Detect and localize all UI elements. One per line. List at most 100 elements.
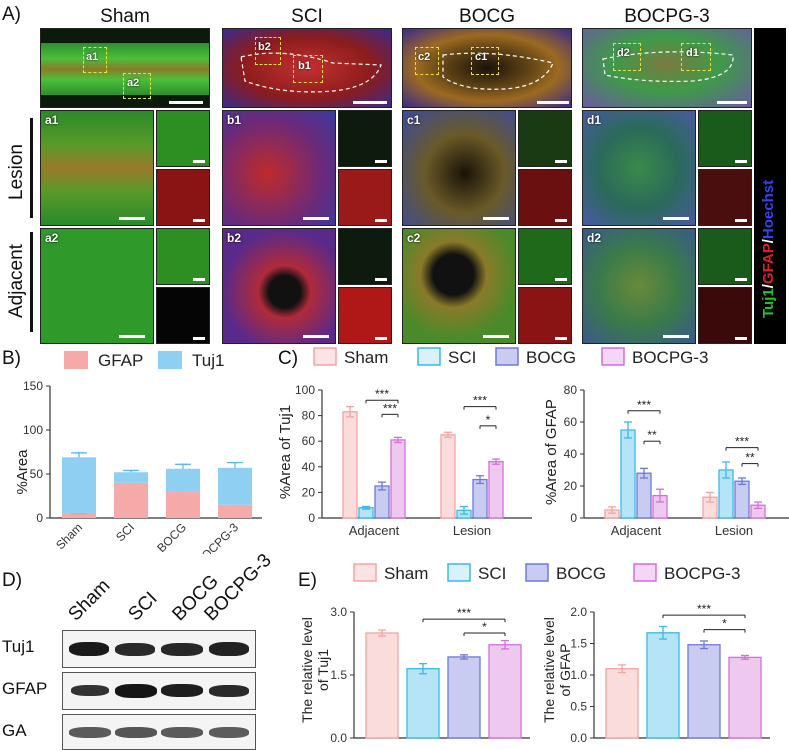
e-legend-label-bocpg3: BOCPG-3 [664, 564, 741, 583]
e-left-sig-label: * [482, 620, 487, 634]
lesion-row-bar [30, 118, 33, 218]
bocpg3-adjacent-red-image [698, 287, 752, 344]
legend-label-bocpg3: BOCPG-3 [632, 348, 709, 367]
panel-b-chart: GFAP Tuj1 %Area 0 50 100 150 Sham SCI BOCG BOCP… [0, 344, 270, 554]
legend-label-bocg: BOCG [526, 348, 576, 367]
c-right-sig-label: *** [637, 398, 651, 412]
b-ytick-label: 150 [23, 379, 43, 393]
e-legend-swatch-sham [354, 564, 376, 581]
panel-e-right-ylabel-line1: The relative level [541, 617, 557, 723]
e-right-ytick-label: 2.0 [570, 605, 587, 619]
sci-adjacent-green-image [338, 228, 392, 285]
e-left-ytick-label: 0.0 [330, 731, 347, 745]
a2-label: a2 [45, 231, 58, 245]
e-legend-swatch-bocpg3 [634, 564, 656, 581]
b-bar-gfap [62, 514, 96, 518]
bocpg3-d2-label: d2 [617, 47, 630, 59]
bocpg3-lesion-merge-image: d1 [582, 110, 696, 226]
c-right-bar-bocg [735, 481, 749, 518]
c-left-bar-sham [441, 435, 455, 518]
blot-gfap [62, 672, 256, 710]
blot-tuj1 [62, 630, 256, 668]
bocg-lesion-merge-image: c1 [402, 110, 516, 226]
e-right-sig-label: * [722, 617, 727, 631]
bocg-lesion-green-image [518, 110, 572, 167]
bocg-adjacent-red-image [518, 287, 572, 344]
legend-label-gfap: GFAP [98, 351, 143, 370]
e-legend-swatch-sci [448, 564, 470, 581]
sci-b1-label: b1 [298, 60, 311, 72]
c-left-bar-sham [343, 412, 357, 518]
e-right-bar-bocg [688, 645, 720, 738]
legend-label-tuj1: Tuj1 [192, 351, 224, 370]
b2-label: b2 [227, 231, 241, 245]
panel-c-left-ylabel: %Area of Tuj1 [277, 405, 294, 499]
c-right-ytick-label: 40 [564, 447, 578, 461]
panel-a-letter: A) [2, 4, 21, 26]
column-header-bocpg3: BOCPG-3 [582, 6, 752, 28]
c1-label: c1 [407, 113, 420, 127]
legend-swatch-sham [314, 348, 336, 365]
e-left-ytick-label: 1.5 [330, 668, 347, 682]
b-bar-gfap [114, 483, 148, 518]
panel-e-right-chart: The relative level of GFAP 0.0 0.5 1.0 1.5 2… [540, 590, 789, 750]
sci-overview-image: b2 b1 [222, 28, 392, 108]
panel-c-legend: Sham SCI BOCG BOCPG-3 [300, 344, 780, 370]
e-right-bar-sham [606, 669, 638, 738]
legend-swatch-tuj1 [158, 351, 182, 369]
sham-lesion-red-image [156, 169, 210, 226]
e-left-bar-bocg [448, 657, 480, 738]
panel-b-ylabel: %Area [14, 449, 31, 495]
b1-label: b1 [227, 113, 241, 127]
e-right-ytick-label: 1.5 [570, 637, 587, 651]
adjacent-row-bar [30, 232, 33, 332]
b-xtick-label: BOCG [154, 520, 189, 554]
e-left-sig-label: *** [457, 606, 471, 620]
c-left-ytick-label: 0 [308, 511, 315, 525]
c-left-ytick-label: 60 [302, 434, 316, 448]
e-legend-label-bocg: BOCG [556, 564, 606, 583]
b-xtick-label: Sham [53, 520, 85, 552]
c-left-bar-bocg [473, 480, 487, 518]
c-left-ytick-label: 20 [302, 485, 316, 499]
lane-label-sci: SCI [124, 588, 162, 626]
b-xtick-label: BOCPG-3 [193, 520, 241, 554]
c-left-bar-bocpg-3 [489, 462, 503, 518]
c-right-ytick-label: 0 [570, 511, 577, 525]
e-right-ytick-label: 1.0 [570, 668, 587, 682]
legend-label-sham: Sham [344, 348, 388, 367]
e-right-bar-bocpg-3 [729, 657, 761, 738]
panel-e-left-ylabel-line2: of Tuj1 [315, 649, 331, 691]
c-left-xtick-label: Lesion [453, 523, 491, 538]
panel-c-letter: C) [278, 348, 298, 370]
c-left-xtick-label: Adjacent [349, 523, 400, 538]
row-label-gfap: GFAP [2, 679, 47, 699]
sham-adjacent-red-image [156, 287, 210, 344]
column-header-bocg: BOCG [402, 6, 572, 28]
bocg-c2-label: c2 [418, 51, 430, 63]
lesion-row-label: Lesion [6, 144, 28, 200]
panel-e-left-ylabel-line1: The relative level [300, 617, 315, 723]
legend-swatch-gfap [64, 351, 88, 369]
tuj1-stain-label: Tuj1 [760, 288, 777, 318]
stain-separator-1: / [760, 284, 777, 288]
d1-label: d1 [587, 113, 601, 127]
row-label-tuj1: Tuj1 [2, 637, 34, 657]
adjacent-row-label: Adjacent [6, 244, 28, 318]
e-legend-label-sci: SCI [478, 564, 506, 583]
e-left-ytick-label: 3.0 [330, 605, 347, 619]
b-xtick-label: SCI [113, 520, 137, 544]
b-bar-gfap [166, 492, 200, 518]
b-ytick-label: 50 [30, 467, 44, 481]
stain-legend: Tuj1/GFAP/Hoechst [760, 180, 777, 318]
e-legend-label-sham: Sham [384, 564, 428, 583]
c-left-ytick-label: 80 [302, 409, 316, 423]
c-right-sig-label: *** [735, 435, 749, 449]
bocpg3-lesion-green-image [698, 110, 752, 167]
legend-swatch-bocpg3 [602, 348, 624, 365]
c-right-sig-label: ** [745, 451, 755, 465]
bocg-adjacent-green-image [518, 228, 572, 285]
bocg-lesion-red-image [518, 169, 572, 226]
e-left-bar-sham [366, 633, 398, 738]
a1-label: a1 [45, 113, 58, 127]
